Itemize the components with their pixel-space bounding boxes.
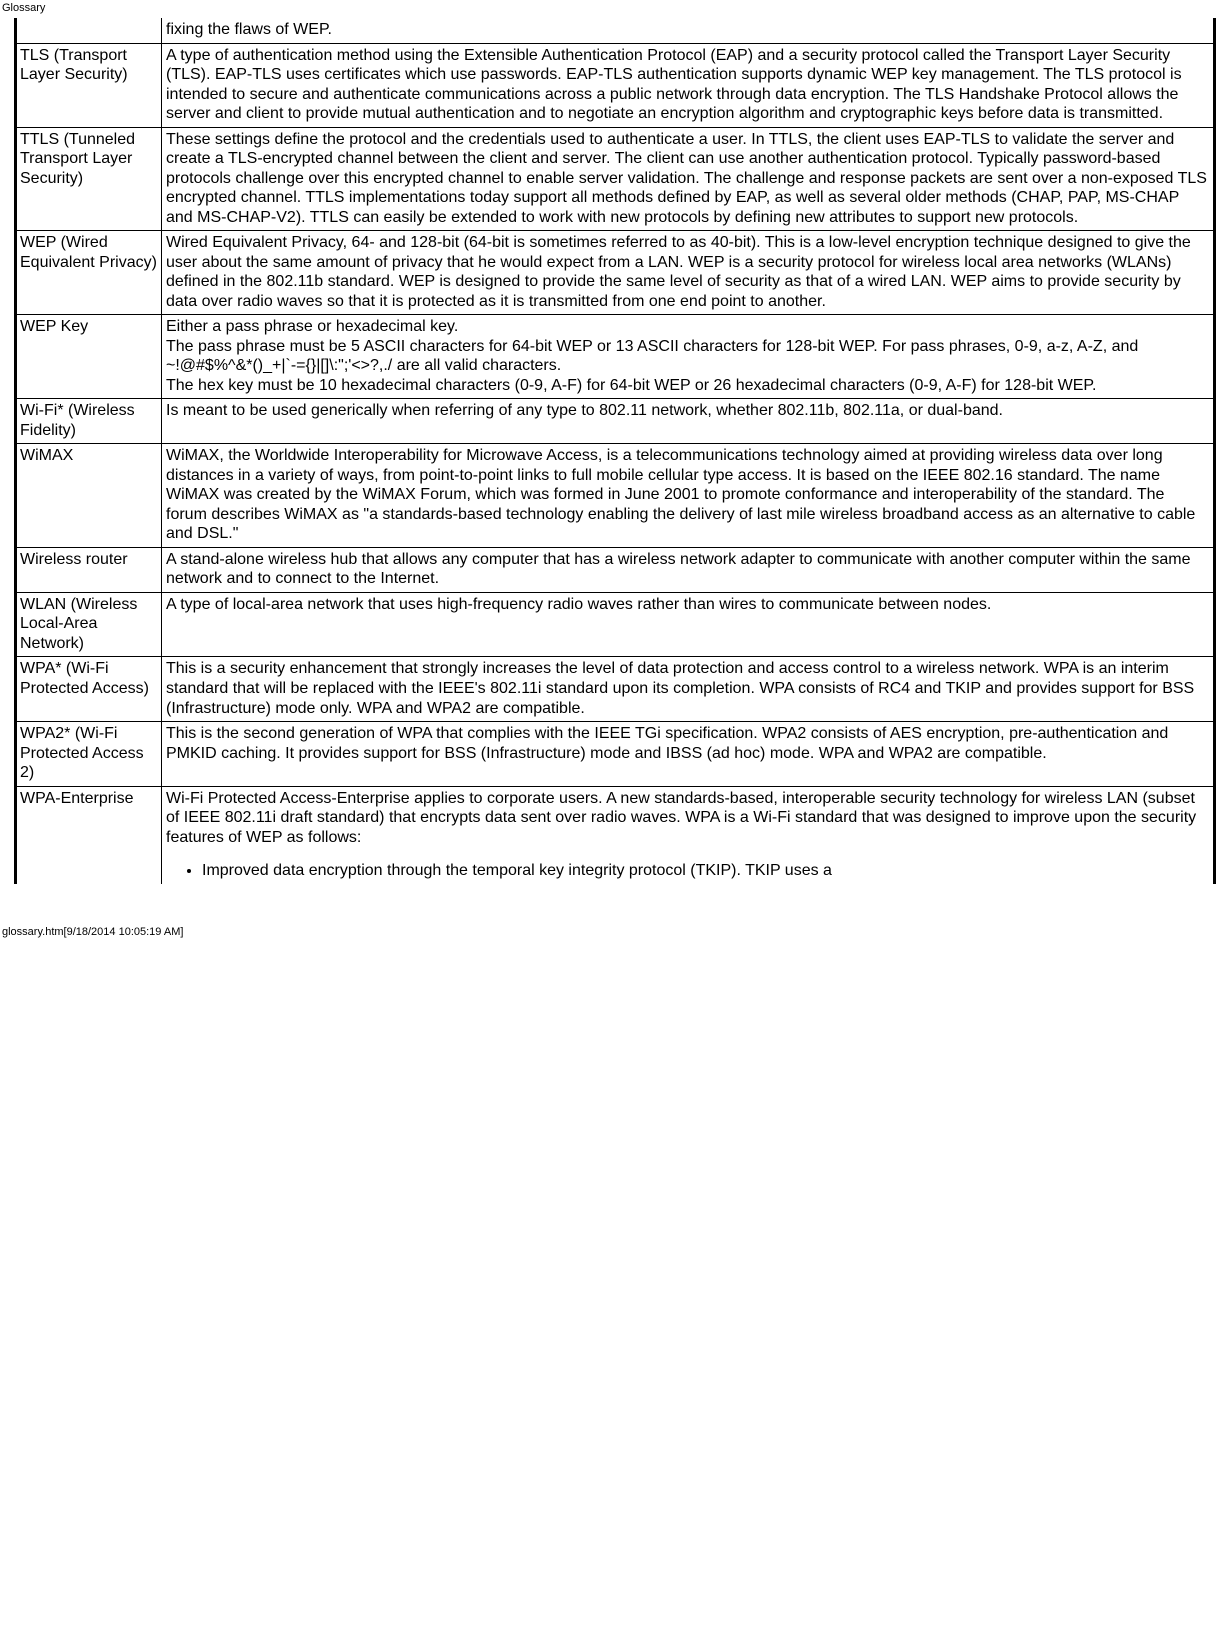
- glossary-table: fixing the flaws of WEP.TLS (Transport L…: [14, 18, 1216, 884]
- glossary-definition: Wi-Fi Protected Access-Enterprise applie…: [162, 786, 1215, 884]
- bullet-item: Improved data encryption through the tem…: [202, 861, 1209, 881]
- glossary-term: Wi-Fi* (Wireless Fidelity): [16, 399, 162, 444]
- content-wrap: fixing the flaws of WEP.TLS (Transport L…: [0, 18, 1230, 884]
- glossary-definition: These settings define the protocol and t…: [162, 127, 1215, 231]
- glossary-term: Wireless router: [16, 547, 162, 592]
- glossary-definition: WiMAX, the Worldwide Interoperability fo…: [162, 444, 1215, 548]
- glossary-term: [16, 18, 162, 43]
- table-row: Wireless router A stand-alone wireless h…: [16, 547, 1215, 592]
- table-row: Wi-Fi* (Wireless Fidelity) Is meant to b…: [16, 399, 1215, 444]
- glossary-term: WiMAX: [16, 444, 162, 548]
- glossary-term: WPA* (Wi-Fi Protected Access): [16, 657, 162, 722]
- glossary-term: WLAN (Wireless Local-Area Network): [16, 592, 162, 657]
- glossary-term: TLS (Transport Layer Security): [16, 43, 162, 127]
- table-row: WPA-Enterprise Wi-Fi Protected Access-En…: [16, 786, 1215, 884]
- glossary-definition: This is the second generation of WPA tha…: [162, 722, 1215, 787]
- glossary-term: WEP Key: [16, 315, 162, 399]
- table-row: WLAN (Wireless Local-Area Network) A typ…: [16, 592, 1215, 657]
- glossary-definition: Is meant to be used generically when ref…: [162, 399, 1215, 444]
- glossary-definition: Wired Equivalent Privacy, 64- and 128-bi…: [162, 231, 1215, 315]
- glossary-definition: A stand-alone wireless hub that allows a…: [162, 547, 1215, 592]
- glossary-definition: A type of local-area network that uses h…: [162, 592, 1215, 657]
- table-row: TLS (Transport Layer Security) A type of…: [16, 43, 1215, 127]
- table-row: fixing the flaws of WEP.: [16, 18, 1215, 43]
- glossary-definition: fixing the flaws of WEP.: [162, 18, 1215, 43]
- footer-path: glossary.htm[9/18/2014 10:05:19 AM]: [2, 926, 1230, 938]
- glossary-definition: Either a pass phrase or hexadecimal key.…: [162, 315, 1215, 399]
- glossary-definition: This is a security enhancement that stro…: [162, 657, 1215, 722]
- table-row: TTLS (Tunneled Transport Layer Security)…: [16, 127, 1215, 231]
- table-row: WiMAX WiMAX, the Worldwide Interoperabil…: [16, 444, 1215, 548]
- definition-bullets: Improved data encryption through the tem…: [166, 861, 1209, 881]
- glossary-term: WPA2* (Wi-Fi Protected Access 2): [16, 722, 162, 787]
- glossary-definition: A type of authentication method using th…: [162, 43, 1215, 127]
- page-title: Glossary: [2, 2, 1230, 14]
- table-row: WPA* (Wi-Fi Protected Access) This is a …: [16, 657, 1215, 722]
- table-row: WPA2* (Wi-Fi Protected Access 2) This is…: [16, 722, 1215, 787]
- table-row: WEP Key Either a pass phrase or hexadeci…: [16, 315, 1215, 399]
- glossary-term: WPA-Enterprise: [16, 786, 162, 884]
- definition-paragraph: Wi-Fi Protected Access-Enterprise applie…: [166, 790, 1196, 846]
- table-row: WEP (Wired Equivalent Privacy) Wired Equ…: [16, 231, 1215, 315]
- glossary-term: WEP (Wired Equivalent Privacy): [16, 231, 162, 315]
- glossary-term: TTLS (Tunneled Transport Layer Security): [16, 127, 162, 231]
